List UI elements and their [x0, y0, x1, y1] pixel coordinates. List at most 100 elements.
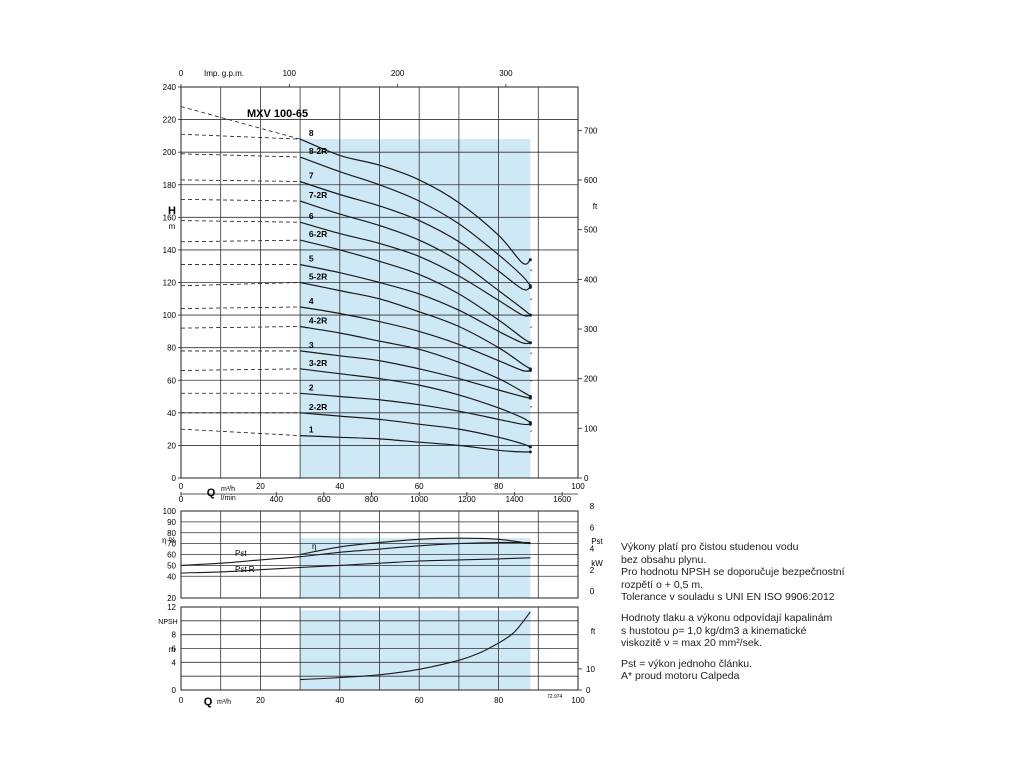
y-tick-label: 120: [163, 279, 177, 288]
stage-label: 6: [309, 211, 314, 221]
stage-label: 3: [309, 340, 314, 350]
operating-range-shade: [300, 139, 531, 478]
stage-label: 4: [309, 296, 314, 306]
stage-label: 7: [309, 171, 314, 181]
stage-label: 1: [309, 425, 314, 435]
note-line: s hustotou ρ= 1,0 kg/dm3 a kinematické: [621, 624, 807, 637]
head-grid: [181, 87, 578, 478]
eta-tick-label: 40: [167, 572, 176, 581]
npsh-tick-label: 0: [172, 686, 177, 695]
lmin-tick-label: 0: [179, 495, 184, 504]
head-curve: [300, 435, 531, 453]
shutoff-line: [180, 220, 301, 223]
npsh-ft-label: ft: [591, 627, 596, 636]
eta-tick-label: 50: [167, 561, 176, 570]
head-curves: [299, 138, 532, 454]
end-marker: ″: [530, 353, 533, 359]
end-marker: ″: [530, 431, 533, 437]
eta-tick-label: 70: [167, 540, 176, 549]
ft-tick-label: 600: [584, 176, 598, 185]
lmin-tick-label: 1200: [458, 495, 476, 504]
x-unit-lmin: l/min: [221, 495, 236, 502]
lmin-tick-label: 800: [365, 495, 379, 504]
y-tick-label: 40: [167, 409, 176, 418]
stage-label: 5-2R: [309, 272, 327, 282]
curve-end-dot: [528, 341, 532, 345]
end-marker: ″: [530, 407, 533, 413]
head-curve: [300, 306, 531, 372]
shutoff-line: [180, 306, 301, 309]
operating-range-shade: [300, 610, 531, 690]
shutoff-line: [180, 153, 301, 158]
npsh-axis-unit: m: [169, 645, 176, 654]
npsh-frame: [180, 606, 579, 691]
operating-range-shade: [300, 538, 531, 598]
stage-labels: 8 8-2R 7 7-2R 6 6-2R 5 5-2R 4 4-2R 3 3-2R 2 2-2R 1 ″ ″ ″ ″…: [309, 128, 533, 437]
note-line: viskozitě ν = max 20 mm²/sek.: [621, 637, 762, 650]
curve-end-dot: [528, 422, 532, 426]
head-curve: [299, 264, 531, 345]
npsh-tick-label: 12: [167, 603, 176, 612]
kw-axis-label: kW: [591, 559, 603, 568]
stage-label: 2-2R: [309, 402, 327, 412]
npsh-x-tick-label: 60: [415, 696, 424, 705]
stage-label: 6-2R: [309, 229, 327, 239]
kw-tick-label: 4: [590, 545, 595, 554]
y2-axis-label: ft: [593, 202, 598, 211]
npsh-x-tick-label: 20: [256, 696, 265, 705]
note-line: Pro hodnotu NPSH se doporučuje bezpečnos…: [621, 566, 845, 579]
efficiency-frame: [180, 510, 579, 599]
stage-label: 8-2R: [309, 146, 327, 156]
npsh-x-tick-label: 80: [494, 696, 503, 705]
note-line: bez obsahu plynu.: [621, 553, 707, 566]
kw-tick-label: 6: [590, 523, 595, 532]
y-axis-label: H: [168, 205, 176, 217]
note-line: Výkony platí pro čistou studenou vodu: [621, 541, 799, 553]
curve-end-dot: [528, 396, 532, 400]
ft-tick-label: 0: [584, 474, 589, 483]
stage-label: 5: [309, 254, 314, 264]
x-tick-label: 80: [494, 482, 503, 491]
note-line: rozpětí o + 0,5 m.: [621, 578, 704, 591]
curve-end-dot: [528, 368, 532, 372]
pst-curve-label: Pst: [235, 549, 247, 558]
top-axis-label: Imp. g.p.m.: [204, 69, 244, 78]
x-tick-label: 100: [571, 482, 585, 491]
head-curve: [299, 156, 531, 287]
eta-tick-label: 80: [167, 529, 176, 538]
efficiency-power-curves: [180, 537, 531, 574]
npsh-x-tick-label: 100: [571, 696, 585, 705]
y-tick-label: 140: [163, 246, 177, 255]
npsh-x-unit: m³/h: [217, 699, 231, 706]
efficiency-grid: [181, 511, 578, 598]
ft-tick-label: 700: [584, 126, 598, 135]
shutoff-line: [180, 239, 301, 243]
stage-label: 8: [309, 128, 314, 138]
head-curve: [300, 368, 531, 424]
kw-tick-label: 8: [590, 502, 595, 511]
end-marker: ″: [530, 299, 533, 305]
curve-end-dot: [528, 285, 532, 289]
lmin-tick-label: 1000: [410, 495, 428, 504]
curve-end-dot: [528, 450, 532, 454]
eta-axis-label: η %: [162, 536, 176, 545]
y-axis-unit: m: [169, 222, 176, 231]
shutoff-line: [180, 179, 301, 182]
curve-end-dot: [528, 258, 532, 262]
pst-r-curve-label: Pst R: [235, 565, 255, 574]
shutoff-line: [180, 282, 301, 287]
npsh-curve: [300, 611, 531, 681]
stage-label: 7-2R: [309, 190, 327, 200]
head-flow-panel: 8 8-2R 7 7-2R 6 6-2R 5 5-2R 4 4-2R 3 3-2R 2 2-2R 1 ″ ″ ″ ″…: [163, 69, 598, 504]
end-marker: ″: [530, 327, 533, 333]
note-line: Hodnoty tlaku a výkonu odpovídají kapali…: [621, 611, 833, 624]
notes-block: Výkony platí pro čistou studenou vodu be…: [621, 541, 891, 683]
efficiency-curve: [180, 541, 531, 566]
lmin-tick-label: 1400: [506, 495, 524, 504]
eta-tick-label: 90: [167, 518, 176, 527]
top-tick-label: 200: [391, 69, 405, 78]
top-tick-label: 100: [283, 69, 297, 78]
stage-label: 3-2R: [309, 358, 327, 368]
